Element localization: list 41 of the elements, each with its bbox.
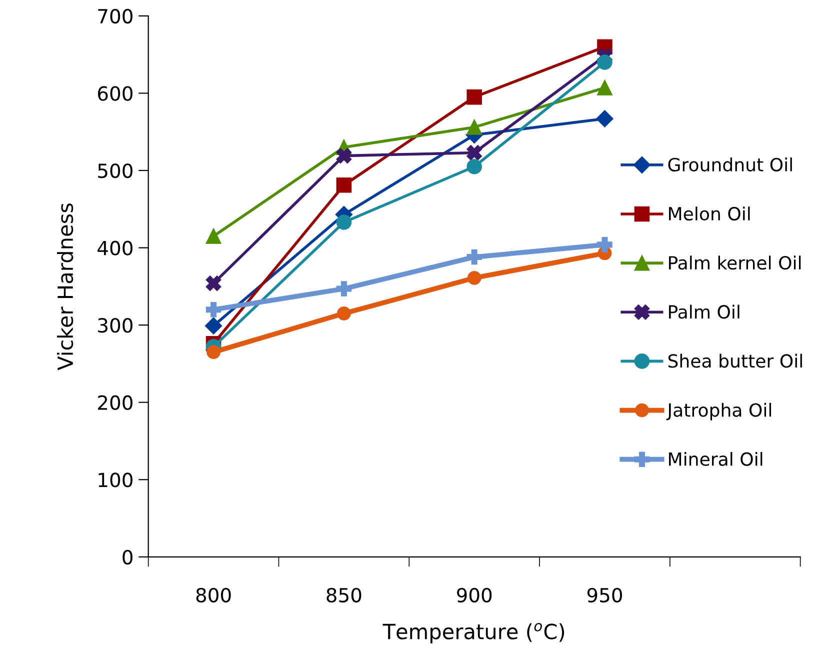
point xyxy=(336,178,352,193)
point xyxy=(466,158,482,174)
legend-label: Groundnut Oil xyxy=(668,158,792,172)
y-tick-label: 200 xyxy=(98,395,132,410)
point xyxy=(336,281,352,296)
point xyxy=(206,345,220,360)
y-tick-label: 700 xyxy=(98,8,132,24)
point xyxy=(206,302,222,318)
x-tick-label: 900 xyxy=(456,588,492,603)
y-tick-label: 300 xyxy=(98,318,132,333)
point xyxy=(336,148,352,164)
point xyxy=(597,237,612,252)
point xyxy=(467,270,482,285)
point xyxy=(596,110,614,128)
point xyxy=(597,54,612,70)
y-tick-label: 100 xyxy=(98,472,132,488)
point xyxy=(206,228,222,244)
y-tick-label: 0 xyxy=(122,550,132,565)
point xyxy=(336,214,352,230)
x-axis-title: Temperature ($^{o}$C) xyxy=(382,622,564,644)
legend-label: Palm Oil xyxy=(669,304,740,319)
legend-label: Shea butter Oil xyxy=(668,354,802,368)
y-axis-title: Vicker Hardness xyxy=(57,203,74,370)
point xyxy=(466,145,482,160)
legend-label: Jatropha Oil xyxy=(666,402,772,420)
point xyxy=(204,317,222,334)
y-tick-label: 600 xyxy=(98,86,132,101)
point xyxy=(206,276,222,291)
point xyxy=(466,120,482,135)
point xyxy=(466,249,482,265)
x-tick-label: 850 xyxy=(326,588,362,603)
y-tick-label: 500 xyxy=(98,163,132,178)
legend-label: Palm kernel Oil xyxy=(669,256,801,270)
legend-label: Melon Oil xyxy=(669,206,750,221)
point xyxy=(597,80,612,96)
point xyxy=(466,89,482,105)
y-tick-label: 400 xyxy=(98,240,132,256)
legend-label: Mineral Oil xyxy=(669,452,762,466)
x-tick-label: 950 xyxy=(587,588,622,603)
point xyxy=(336,306,351,320)
x-tick-label: 800 xyxy=(196,588,231,603)
